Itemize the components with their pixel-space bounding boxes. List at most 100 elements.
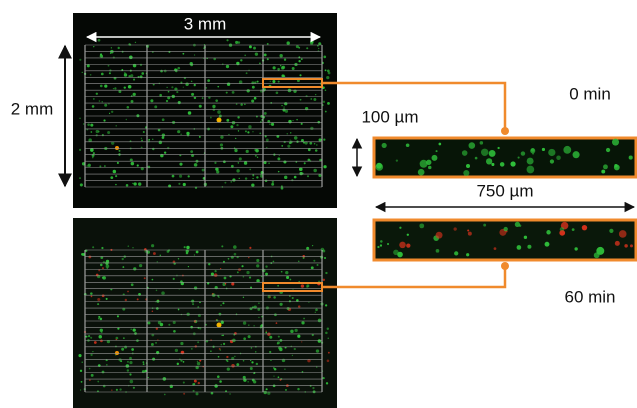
cell: [273, 375, 274, 376]
cell: [325, 272, 327, 274]
cell: [285, 389, 287, 391]
cell: [79, 59, 81, 61]
cell: [92, 246, 94, 248]
cell: [106, 359, 108, 361]
cell: [106, 298, 108, 300]
cell: [182, 53, 184, 55]
cell: [178, 101, 181, 104]
cell: [88, 255, 91, 258]
cell: [237, 271, 239, 273]
cell: [177, 69, 178, 70]
cell: [131, 162, 134, 165]
cell: [318, 48, 319, 49]
cell: [281, 271, 283, 273]
cell: [79, 149, 81, 151]
cell: [152, 279, 154, 281]
cell: [116, 125, 117, 126]
cell: [79, 118, 80, 119]
cell: [325, 304, 327, 306]
cell: [184, 246, 186, 248]
cell: [80, 370, 82, 372]
cell: [299, 74, 301, 76]
cell: [173, 330, 176, 333]
cell: [489, 150, 496, 157]
cell: [190, 62, 193, 65]
cell: [108, 103, 109, 104]
cell: [573, 151, 580, 158]
cell: [325, 332, 328, 335]
cell: [301, 284, 304, 287]
cell: [387, 243, 389, 245]
cell: [237, 116, 239, 118]
cell: [252, 86, 255, 89]
cell: [239, 80, 242, 83]
cell: [122, 266, 124, 268]
cell: [129, 361, 132, 364]
cell: [283, 106, 285, 108]
cell: [247, 131, 249, 133]
cell: [118, 47, 120, 49]
cell: [500, 162, 505, 167]
cell: [104, 85, 107, 88]
cell: [273, 261, 275, 263]
cell: [308, 148, 311, 151]
cell: [497, 147, 499, 149]
cell: [131, 100, 134, 103]
cell: [129, 357, 132, 360]
cell: [281, 187, 284, 190]
cell: [292, 120, 293, 121]
cell: [98, 269, 100, 271]
cell: [266, 388, 268, 390]
cell: [231, 165, 234, 168]
time-label: 0 min: [569, 84, 611, 103]
cell: [170, 385, 173, 388]
cell: [164, 394, 166, 396]
cell: [316, 144, 318, 146]
cell: [269, 351, 271, 353]
cell: [243, 360, 245, 362]
cell: [246, 72, 248, 74]
cell: [220, 344, 222, 346]
cell: [559, 230, 565, 236]
cell: [312, 245, 313, 246]
cell: [267, 58, 269, 60]
cell: [194, 254, 195, 255]
cell: [235, 138, 236, 139]
cell: [214, 162, 216, 164]
cell: [270, 81, 271, 82]
cell: [211, 273, 214, 276]
cell: [98, 364, 101, 367]
cell: [194, 380, 197, 383]
cell: [90, 124, 93, 127]
cell: [382, 143, 387, 148]
height-label: 2 mm: [11, 99, 54, 118]
cell: [238, 41, 241, 44]
cell: [227, 360, 229, 362]
cell: [297, 388, 299, 390]
cell: [318, 319, 322, 323]
cell: [436, 232, 443, 239]
cell: [517, 245, 522, 250]
cell: [222, 335, 223, 336]
cell: [102, 294, 105, 297]
cell: [100, 53, 102, 55]
cell: [134, 332, 137, 335]
cell: [155, 342, 157, 344]
cell: [284, 59, 286, 61]
cell: [399, 242, 406, 249]
cell: [126, 184, 129, 187]
cell: [269, 123, 270, 124]
cell: [281, 145, 283, 147]
cell: [106, 264, 110, 268]
cell: [180, 280, 183, 283]
cell: [113, 170, 117, 174]
cell: [226, 65, 229, 68]
cell: [326, 382, 328, 384]
cell: [463, 170, 469, 176]
cell: [454, 227, 457, 230]
cell: [292, 297, 294, 299]
cell: [563, 146, 571, 154]
cell: [104, 165, 106, 167]
cell: [257, 157, 258, 158]
cell: [88, 164, 91, 167]
